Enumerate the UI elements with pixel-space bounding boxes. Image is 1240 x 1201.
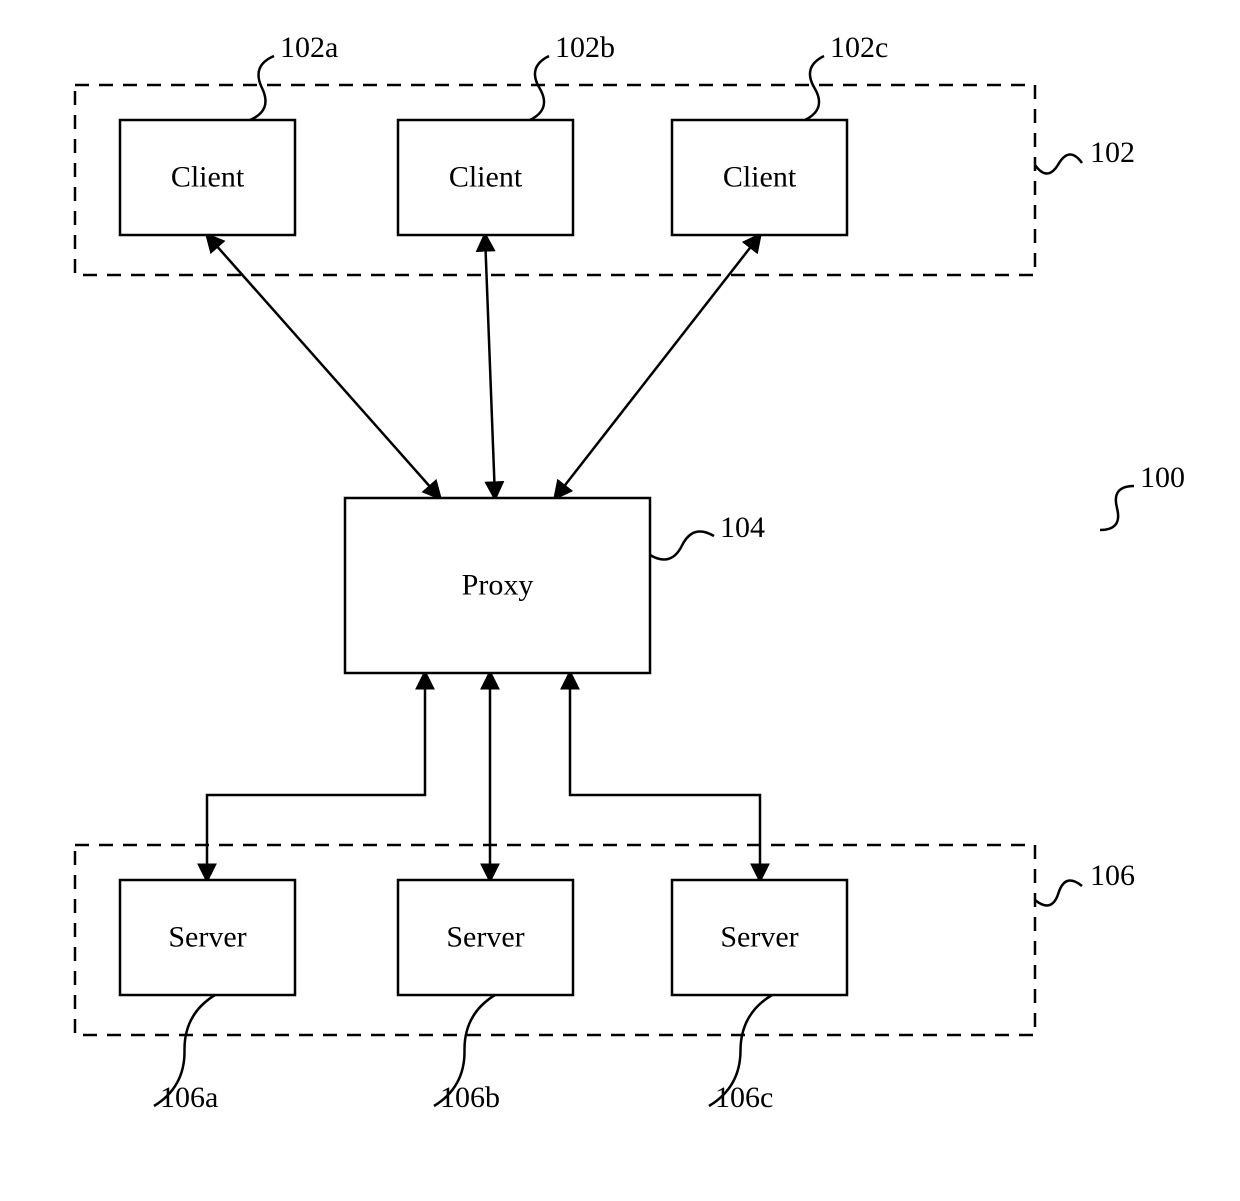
server_c: Server: [672, 880, 847, 995]
client_c: Client: [672, 120, 847, 235]
clients-ref: 102: [1090, 136, 1135, 169]
client_b-ref: 102b: [555, 31, 615, 64]
client_a-ref-leader: [250, 56, 274, 120]
server_b: Server: [398, 880, 573, 995]
proxy: Proxy: [345, 498, 650, 673]
server_c-label: Server: [720, 920, 798, 953]
edge-proxy-server_c: [570, 673, 760, 880]
server_a: Server: [120, 880, 295, 995]
client_c-ref: 102c: [830, 31, 888, 64]
client_b-label: Client: [449, 160, 523, 193]
client_a-label: Client: [171, 160, 245, 193]
architecture-diagram: Client Client Client Proxy Server Server Serve…: [0, 0, 1240, 1201]
client_a-ref: 102a: [280, 31, 338, 64]
clients-ref-leader: [1035, 155, 1082, 174]
edge-client_c-proxy: [555, 235, 760, 498]
client_a: Client: [120, 120, 295, 235]
server_c-ref: 106c: [715, 1081, 773, 1114]
servers-ref: 106: [1090, 859, 1135, 892]
overall-ref-leader: [1100, 486, 1134, 530]
client_c-ref-leader: [805, 56, 824, 120]
client_b-ref-leader: [530, 56, 549, 120]
proxy-ref-leader: [650, 531, 714, 559]
proxy-label: Proxy: [462, 568, 534, 601]
servers-ref-leader: [1035, 881, 1082, 906]
client_c-label: Client: [723, 160, 797, 193]
server_a-label: Server: [168, 920, 246, 953]
server_a-ref: 106a: [160, 1081, 218, 1114]
client_b: Client: [398, 120, 573, 235]
server_b-label: Server: [446, 920, 524, 953]
proxy-ref: 104: [720, 511, 765, 544]
overall-ref: 100: [1140, 461, 1185, 494]
server_b-ref: 106b: [440, 1081, 500, 1114]
edge-proxy-server_a: [207, 673, 425, 880]
